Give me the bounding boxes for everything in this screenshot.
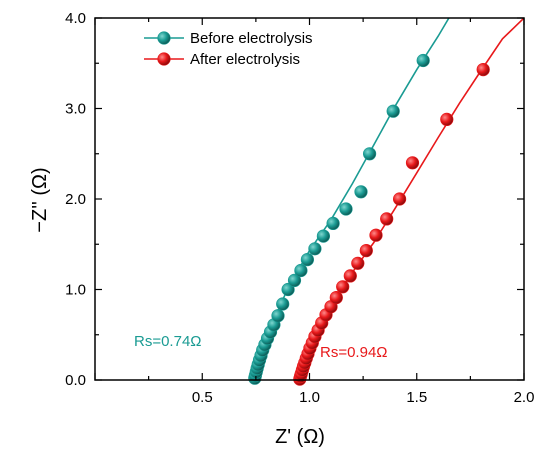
data-point-series-0 xyxy=(281,282,295,297)
axis-ticks xyxy=(94,17,525,381)
x-tick-label: 2.0 xyxy=(514,389,535,406)
data-point-series-1 xyxy=(329,291,343,305)
legend-entry: Before electrolysis xyxy=(144,30,313,47)
tick-labels: 0.5 1.0 1.5 2.0 0.0 1.0 2.0 3.0 4.0 xyxy=(65,10,534,406)
legend: Before electrolysis After electrolysis xyxy=(144,30,313,68)
rs-annotation: Rs=0.74Ω xyxy=(134,333,202,350)
legend-marker xyxy=(157,31,171,45)
x-tick-label: 1.0 xyxy=(299,389,320,406)
data-point-series-1 xyxy=(393,192,407,206)
data-point-series-0 xyxy=(339,202,353,216)
legend-entry: After electrolysis xyxy=(144,51,300,68)
legend-label: After electrolysis xyxy=(190,51,300,68)
data-point-series-1 xyxy=(359,244,373,258)
y-tick-label: 2.0 xyxy=(65,191,86,208)
data-markers xyxy=(248,53,490,386)
y-axis-title: −Z'' (Ω) xyxy=(29,167,51,232)
data-point-series-0 xyxy=(363,147,377,161)
x-tick-label: 1.5 xyxy=(406,389,427,406)
data-point-series-1 xyxy=(380,212,394,226)
y-tick-label: 1.0 xyxy=(65,282,86,299)
y-tick-label: 0.0 xyxy=(65,372,86,389)
data-point-series-0 xyxy=(316,229,331,243)
data-point-series-1 xyxy=(476,62,490,77)
x-tick-label: 0.5 xyxy=(192,389,213,406)
data-point-series-0 xyxy=(326,216,340,230)
x-axis-title: Z' (Ω) xyxy=(275,426,325,448)
data-point-series-1 xyxy=(336,280,350,294)
y-tick-label: 4.0 xyxy=(65,10,86,27)
data-point-series-1 xyxy=(351,256,365,270)
fit-line-series-1 xyxy=(294,18,524,380)
data-point-series-1 xyxy=(440,112,454,126)
data-point-series-0 xyxy=(300,253,315,267)
data-point-series-0 xyxy=(287,273,302,288)
data-point-series-0 xyxy=(416,53,430,68)
data-point-series-0 xyxy=(294,263,308,278)
y-tick-label: 3.0 xyxy=(65,101,86,118)
legend-label: Before electrolysis xyxy=(190,30,313,47)
data-point-series-0 xyxy=(386,104,400,118)
data-point-series-0 xyxy=(271,309,285,323)
legend-marker xyxy=(157,52,171,66)
data-point-series-0 xyxy=(308,242,322,256)
data-point-series-1 xyxy=(369,228,383,242)
data-point-series-0 xyxy=(276,297,290,311)
plot-frame xyxy=(94,17,525,381)
rs-annotation: Rs=0.94Ω xyxy=(320,344,388,361)
data-point-series-0 xyxy=(354,185,368,199)
data-point-series-1 xyxy=(343,269,357,283)
data-point-series-1 xyxy=(405,156,420,170)
annotations: Rs=0.74Ω Rs=0.94Ω xyxy=(134,333,388,361)
